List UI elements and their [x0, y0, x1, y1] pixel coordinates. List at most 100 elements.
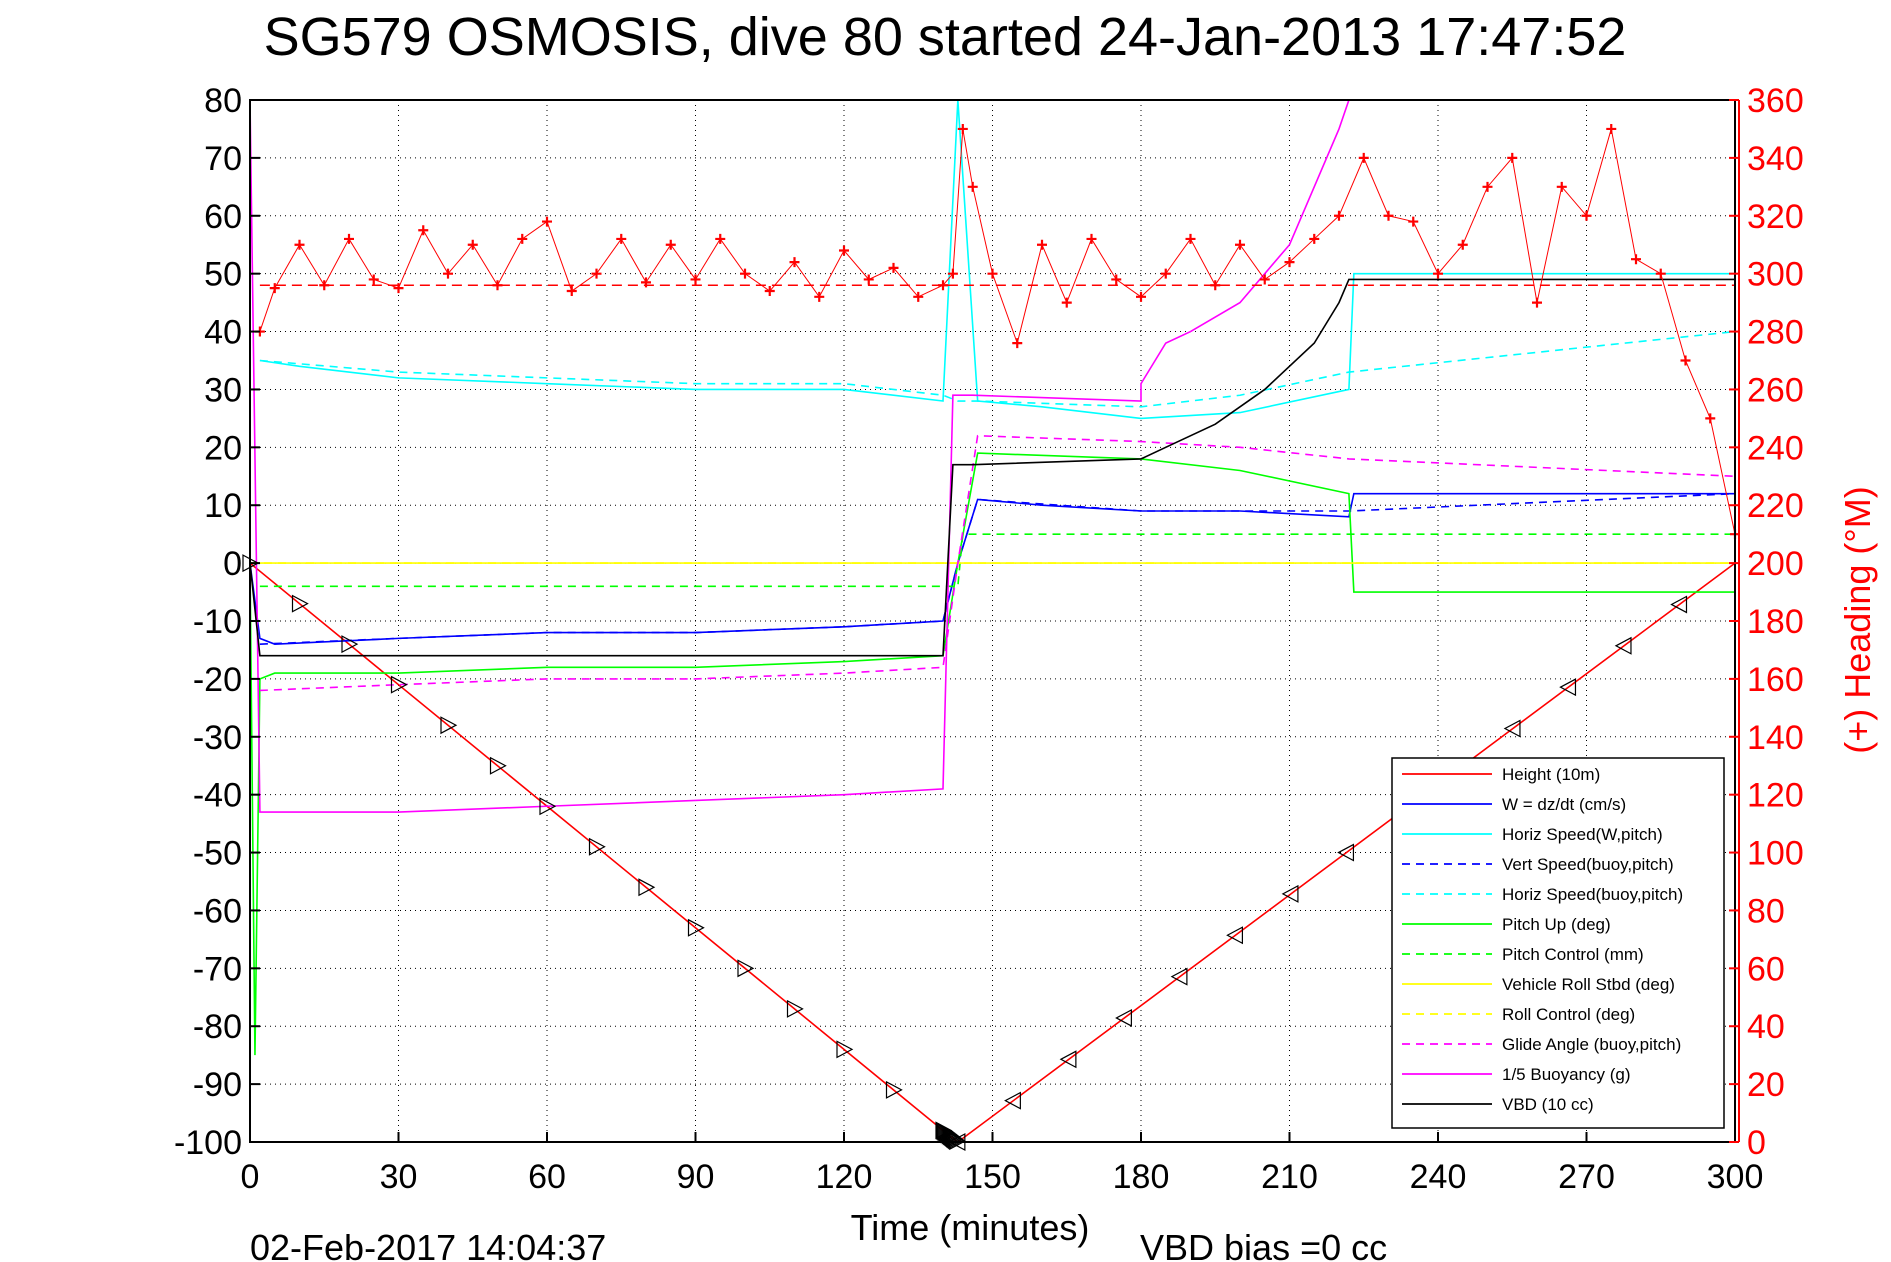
height-marker: [737, 959, 755, 978]
x-tick-label: 240: [1410, 1158, 1467, 1196]
y-tick-label-right: 360: [1747, 82, 1804, 120]
heading-point: [1358, 152, 1369, 163]
height-marker: [1059, 1050, 1077, 1069]
y-tick-label-left: -70: [193, 950, 242, 988]
axes: 0 30 60 90 120 150 180 210 240 270 300807060504030…: [174, 82, 1804, 1196]
series-line: [259, 533, 1735, 588]
heading-point: [1284, 257, 1295, 268]
height-marker: [489, 756, 507, 775]
heading-point: [319, 280, 330, 291]
heading-point: [294, 239, 305, 250]
y-tick-label-left: -50: [193, 835, 242, 873]
height-marker: [687, 918, 705, 937]
height-marker: [440, 716, 458, 735]
heading-point: [443, 268, 453, 279]
heading-point: [715, 233, 726, 244]
height-marker: [836, 1040, 854, 1059]
legend-label: Roll Control (deg): [1502, 1005, 1635, 1024]
heading-point: [467, 239, 478, 250]
x-tick-label: 210: [1261, 1158, 1318, 1196]
heading-point: [1433, 268, 1443, 279]
heading-point: [863, 274, 874, 285]
legend-label: Vehicle Roll Stbd (deg): [1502, 975, 1675, 994]
heading-point: [1556, 181, 1567, 192]
height-marker: [1670, 595, 1688, 614]
y-tick-label-right: 340: [1747, 140, 1804, 178]
heading-point: [789, 257, 800, 268]
x-tick-label: 30: [380, 1158, 418, 1196]
y-tick-label-left: 0: [223, 545, 242, 583]
y-tick-label-left: -40: [193, 777, 242, 815]
y-tick-label-left: 80: [204, 82, 242, 120]
height-marker: [1170, 967, 1188, 986]
heading-point: [492, 280, 503, 291]
heading-point: [1309, 233, 1320, 244]
legend-label: VBD (10 cc): [1502, 1095, 1594, 1114]
y-tick-label-right: 140: [1747, 719, 1804, 757]
y-tick-label-right: 280: [1747, 314, 1804, 352]
heading-point: [888, 262, 899, 273]
y-tick-label-left: -10: [193, 603, 242, 641]
x-tick-label: 90: [677, 1158, 715, 1196]
x-tick-label: 270: [1558, 1158, 1615, 1196]
heading-point: [1012, 338, 1023, 349]
heading-point: [1136, 291, 1146, 302]
heading-point: [344, 233, 354, 244]
height-marker: [1503, 719, 1521, 738]
heading-point: [542, 216, 552, 227]
y-tick-label-left: -20: [193, 661, 242, 699]
heading-point: [1061, 297, 1072, 308]
y-tick-label-left: 20: [204, 429, 242, 467]
y-tick-label-right: 120: [1747, 777, 1804, 815]
y-tick-label-right: 240: [1747, 429, 1804, 467]
heading-point: [1482, 181, 1493, 192]
heading-point: [839, 245, 849, 256]
heading-point: [418, 225, 429, 236]
heading-point: [1210, 280, 1221, 291]
x-tick-label: 60: [528, 1158, 566, 1196]
heading-point: [1334, 210, 1344, 221]
chart-title: SG579 OSMOSIS, dive 80 started 24-Jan-20…: [264, 7, 1627, 67]
heading-point: [938, 280, 948, 291]
heading-point: [1259, 274, 1270, 285]
legend-label: W = dz/dt (cm/s): [1502, 795, 1626, 814]
heading-point: [987, 268, 998, 279]
y-tick-label-left: 60: [204, 198, 242, 236]
series-line: [259, 492, 1736, 645]
y-tick-label-right: 60: [1747, 950, 1785, 988]
height-marker: [1226, 926, 1244, 945]
grid: [250, 100, 1735, 1142]
y-tick-label-left: 30: [204, 371, 242, 409]
heading-point: [1507, 152, 1518, 163]
y-tick-label-left: 70: [204, 140, 242, 178]
height-marker: [588, 837, 606, 856]
legend-label: Glide Angle (buoy,pitch): [1502, 1035, 1681, 1054]
legend-label: Vert Speed(buoy,pitch): [1502, 855, 1674, 874]
heading-point: [957, 123, 968, 134]
heading-point: [1383, 210, 1394, 221]
y-tick-label-left: -90: [193, 1066, 242, 1104]
y-tick-label-left: -100: [174, 1124, 242, 1162]
y-tick-label-right: 20: [1747, 1066, 1785, 1104]
y-tick-label-right: 320: [1747, 198, 1804, 236]
series-line: [259, 330, 1736, 408]
legend-label: Pitch Up (deg): [1502, 915, 1611, 934]
heading-point: [566, 286, 577, 297]
heading-point: [1086, 233, 1097, 244]
x-tick-label: 120: [816, 1158, 873, 1196]
height-marker: [291, 594, 309, 613]
heading-point: [641, 277, 651, 288]
y-tick-label-left: -60: [193, 892, 242, 930]
right-axis-label: (+) Heading (°M): [1837, 486, 1878, 753]
heading-point: [1185, 233, 1196, 244]
heading-point: [947, 268, 958, 279]
y-tick-label-right: 180: [1747, 603, 1804, 641]
legend-label: Pitch Control (mm): [1502, 945, 1644, 964]
legend-label: 1/5 Buoyancy (g): [1502, 1065, 1631, 1084]
heading-point: [1235, 239, 1245, 250]
y-tick-label-right: 220: [1747, 487, 1804, 525]
legend: Height (10m) W = dz/dt (cm/s) Horiz Speed(…: [1391, 757, 1725, 1129]
heading-point: [967, 181, 978, 192]
x-tick-label: 0: [241, 1158, 260, 1196]
